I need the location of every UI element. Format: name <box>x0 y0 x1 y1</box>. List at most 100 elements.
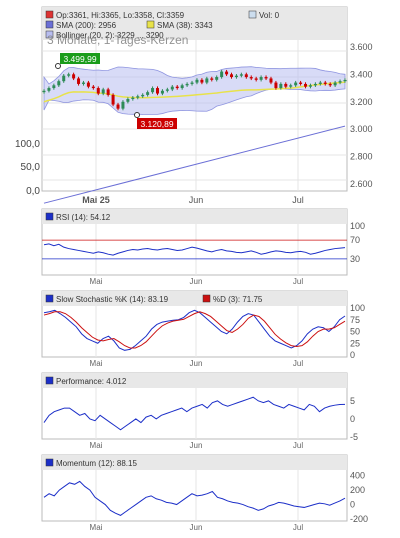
indicator-tick-label: 30 <box>350 254 360 264</box>
candle-body <box>72 74 76 79</box>
sub-month-label: Jun <box>190 441 203 450</box>
stoch-k-legend-swatch <box>45 294 54 303</box>
indicator-line <box>43 311 346 349</box>
candle-body <box>230 74 234 78</box>
sma38-legend: SMA (38): 3343 <box>157 21 213 30</box>
candle-body <box>190 82 194 84</box>
price-tick-label: 3.600 <box>350 42 373 52</box>
candle-body <box>170 86 174 90</box>
candle-body <box>180 85 184 89</box>
month-label: Jun <box>189 195 204 205</box>
sma38-legend-swatch <box>146 20 155 29</box>
vol-legend: Vol: 0 <box>259 11 280 20</box>
candle-body <box>121 101 125 109</box>
candle-body <box>86 82 90 87</box>
indicator-line <box>43 396 346 431</box>
price-axis: 3.600 3.400 3.200 3.000 2.800 2.600 <box>350 42 373 189</box>
candle-body <box>96 88 100 94</box>
candle-body <box>81 82 85 84</box>
candle-body <box>289 85 293 87</box>
perf-panel: Performance: 4.012 <box>41 372 348 440</box>
indicator-tick-label: 75 <box>350 315 360 325</box>
candle-body <box>328 83 332 86</box>
sub-month-label: Mai <box>90 441 103 450</box>
candle-body <box>155 88 159 94</box>
ohlc-legend: Op:3361, Hi:3365, Lo:3358, Cl:3359 <box>56 11 185 20</box>
sma38-line <box>43 81 346 103</box>
candle-body <box>77 78 81 84</box>
candle-body <box>131 97 135 100</box>
month-label: Mai 25 <box>82 195 110 205</box>
volume-tick-label: 100,0 <box>15 139 40 150</box>
indicator-tick-label: 25 <box>350 338 360 348</box>
price-tick-label: 3.200 <box>350 97 373 107</box>
indicator-tick-label: 70 <box>350 235 360 245</box>
candle-body <box>52 85 56 89</box>
sub-month-label: Jul <box>293 523 303 532</box>
price-tick-label: 2.600 <box>350 179 373 189</box>
candle-body <box>111 94 115 105</box>
low-annotation-box <box>137 118 177 129</box>
main-legend-bg <box>42 7 347 40</box>
candle-body <box>47 88 51 91</box>
candle-body <box>116 104 120 109</box>
candle-body <box>146 92 150 95</box>
volume-axis: 100,0 50,0 0,0 <box>15 139 40 197</box>
indicator-tick-label: 400 <box>350 471 365 481</box>
indicator-tick-label: 100 <box>350 221 365 231</box>
high-annotation: 3.499,99 <box>63 54 96 64</box>
stoch-k-legend: Slow Stochastic %K (14): 83.19 <box>56 295 169 304</box>
candle-body <box>279 83 283 89</box>
candle-body <box>101 89 105 94</box>
main-plot <box>42 66 347 204</box>
indicator-tick-label: 0 <box>350 350 355 360</box>
candle-body <box>294 82 298 86</box>
sma200-line <box>43 125 346 204</box>
sub-month-label: Jun <box>190 523 203 532</box>
sma200-legend: SMA (200): 2956 <box>56 21 117 30</box>
candle-body <box>259 77 263 80</box>
sub-month-label: Jul <box>293 441 303 450</box>
candle-body <box>215 77 219 80</box>
stoch-panel: Slow Stochastic %K (14): 83.19 %D (3): 7… <box>41 290 348 358</box>
candle-body <box>234 75 238 78</box>
candle-body <box>244 74 248 78</box>
sma200-legend-swatch <box>45 20 54 29</box>
mom-legend: Momentum (12): 88.15 <box>56 459 137 468</box>
candle-body <box>318 82 322 84</box>
candle-body <box>274 82 278 89</box>
candle-body <box>126 99 130 102</box>
mom-panel: Momentum (12): 88.15 <box>41 454 348 522</box>
sub-month-label: Jul <box>293 359 303 368</box>
indicator-tick-label: -5 <box>350 432 358 442</box>
candle-body <box>264 77 268 79</box>
candle-body <box>220 71 224 78</box>
indicator-line <box>43 480 346 516</box>
sub-month-label: Jun <box>190 277 203 286</box>
candle-body <box>343 79 347 82</box>
rsi-legend: RSI (14): 54.12 <box>56 213 111 222</box>
candle-body <box>42 90 46 93</box>
sub-month-label: Mai <box>90 359 103 368</box>
high-marker <box>55 63 61 69</box>
candle-body <box>284 83 288 87</box>
low-marker <box>134 112 140 118</box>
indicator-tick-label: -200 <box>350 514 368 524</box>
candle-body <box>91 86 95 89</box>
sub-month-label: Mai <box>90 523 103 532</box>
candle-body <box>151 88 155 93</box>
candle-body <box>313 83 317 86</box>
month-label: Jul <box>292 195 304 205</box>
indicator-tick-label: 0 <box>350 414 355 424</box>
candle-body <box>239 74 243 76</box>
low-annotation: 3.120,89 <box>140 119 173 129</box>
candle-body <box>200 79 204 83</box>
sub-month-label: Jun <box>190 359 203 368</box>
rsi-panel: RSI (14): 54.12 <box>41 208 348 276</box>
price-tick-label: 3.400 <box>350 69 373 79</box>
candle-body <box>185 83 189 86</box>
perf-legend-swatch <box>45 376 54 385</box>
candle-body <box>62 75 66 82</box>
